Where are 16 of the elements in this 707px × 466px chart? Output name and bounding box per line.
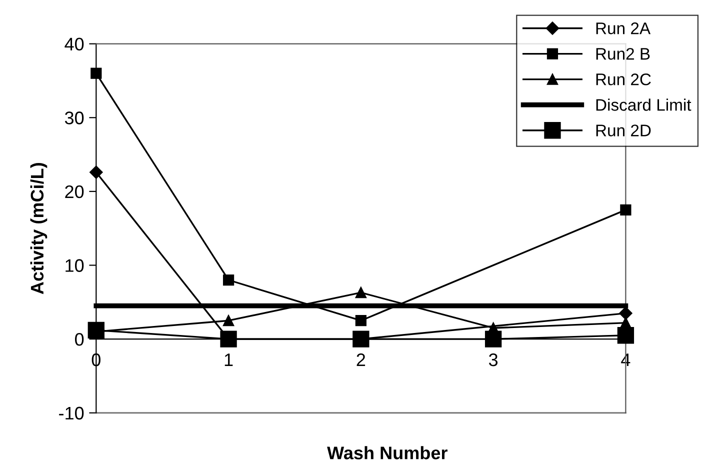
legend-label: Run 2D <box>596 124 651 136</box>
legend-label: Discard Limit <box>596 98 692 111</box>
y-tick-label: 0 <box>75 332 84 346</box>
legend-label: Run 2A <box>596 22 651 34</box>
y-tick-label: -10 <box>59 406 84 420</box>
y-tick-label: 10 <box>66 259 84 272</box>
x-tick-label: 2 <box>356 353 366 366</box>
x-tick-label: 1 <box>224 354 233 366</box>
x-axis-title: Wash Number <box>327 446 448 460</box>
x-tick-label: 3 <box>488 353 498 366</box>
y-tick-label: 20 <box>65 185 84 198</box>
y-axis-title: Activity (mCi/L) <box>30 163 48 294</box>
legend-label: Run 2C <box>596 74 651 86</box>
legend-label: Run2 B <box>596 48 650 60</box>
y-tick-label: 30 <box>64 112 84 124</box>
y-tick-label: 40 <box>64 38 84 51</box>
